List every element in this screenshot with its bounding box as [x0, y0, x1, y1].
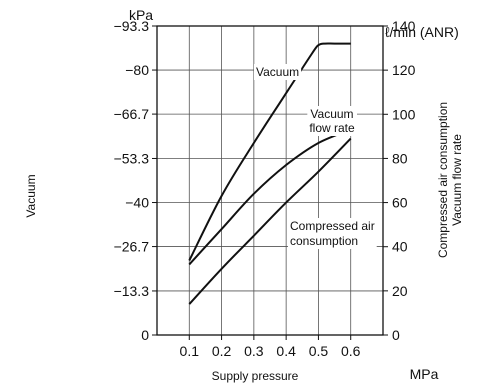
left-axis-label: Vacuum [24, 174, 38, 217]
x-tick-label: 0.1 [180, 343, 200, 359]
left-tick-label: −80 [125, 62, 149, 78]
series-label-compressed-air-line1: Compressed air [290, 219, 375, 233]
series-label-compressed-air-line2: consumption [290, 234, 358, 248]
right-tick-label: 0 [392, 327, 400, 343]
x-axis-unit: MPa [410, 366, 439, 382]
x-tick-label: 0.3 [244, 343, 264, 359]
left-axis-ticks: 0 −13.3 −26.7 −40 −53.3 −66.7 −80 −93.3 [114, 18, 157, 343]
x-tick-label: 0.5 [309, 343, 329, 359]
right-tick-label: 100 [392, 106, 416, 122]
right-axis-label-line1: Compressed air consumption [436, 102, 450, 258]
left-tick-label: −93.3 [114, 18, 150, 34]
left-tick-label: −26.7 [114, 239, 150, 255]
x-tick-label: 0.4 [276, 343, 296, 359]
x-axis-ticks: 0.1 0.2 0.3 0.4 0.5 0.6 [180, 335, 361, 359]
series-label-bg [288, 218, 377, 249]
right-tick-label: 80 [392, 150, 408, 166]
series-label-bg [254, 64, 302, 80]
right-axis-ticks: 0 20 40 60 80 100 120 140 [383, 18, 416, 343]
left-tick-label: −40 [125, 195, 149, 211]
series-label-bg [307, 106, 357, 136]
right-axis-unit: ℓ/min (ANR) [385, 24, 459, 40]
right-tick-label: 140 [392, 18, 416, 34]
series-label-vacuum-flow-rate-line2: flow rate [309, 121, 355, 135]
left-tick-label: −66.7 [114, 106, 150, 122]
x-axis-label: Supply pressure [212, 369, 299, 383]
x-tick-label: 0.2 [212, 343, 232, 359]
right-tick-label: 20 [392, 283, 408, 299]
series-vacuum-flow-rate-line [188, 128, 352, 266]
right-tick-label: 60 [392, 195, 408, 211]
right-tick-label: 40 [392, 239, 408, 255]
series-labels: Vacuum Vacuum flow rate Compressed air c… [254, 64, 377, 249]
x-tick-label: 0.6 [341, 343, 361, 359]
left-tick-label: 0 [141, 327, 149, 343]
left-tick-label: −53.3 [114, 150, 150, 166]
series-compressed-air-consumption-line [188, 137, 352, 305]
left-axis-unit: kPa [129, 7, 153, 23]
series-lines [188, 42, 352, 305]
left-tick-label: −13.3 [114, 283, 150, 299]
series-label-vacuum-flow-rate-line1: Vacuum [310, 107, 353, 121]
series-label-vacuum: Vacuum [256, 65, 299, 79]
series-vacuum-line [188, 42, 351, 261]
right-tick-label: 120 [392, 62, 416, 78]
plot-frame [156, 25, 384, 336]
right-axis-label-line2: Vacuum flow rate [450, 134, 464, 226]
